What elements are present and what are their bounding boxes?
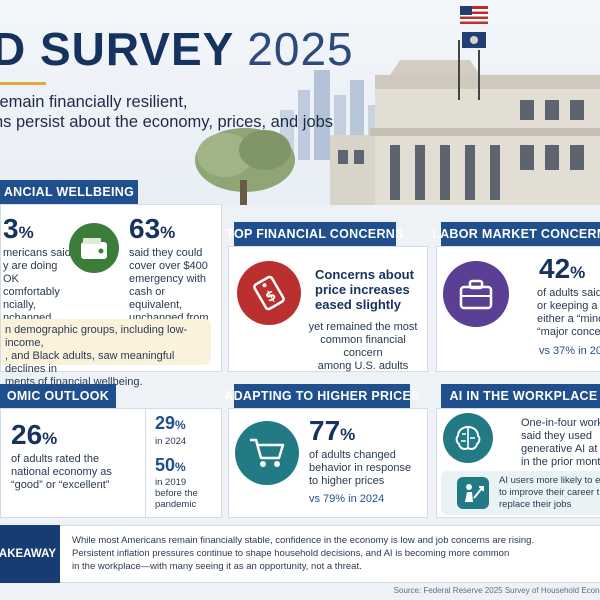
concerns-body: yet remained the most common financial c…: [308, 321, 418, 372]
tree-illustration: [195, 128, 295, 205]
ai-note: AI users more likely to e to improve the…: [441, 471, 600, 515]
source-citation: Source: Federal Reserve 2025 Survey of H…: [393, 586, 600, 595]
title-underline: [0, 82, 46, 85]
outlook-2024-value: 29%: [155, 413, 186, 433]
outlook-value: 26%: [11, 419, 58, 450]
section-heading-labor: LABOR MARKET CONCERNS: [432, 222, 600, 246]
outlook-2024-label: in 2024: [155, 436, 187, 447]
us-flag-icon: [460, 6, 488, 24]
section-heading-concerns: TOP FINANCIAL CONCERNS: [226, 222, 403, 246]
ai-note-text: AI users more likely to e to improve the…: [499, 475, 600, 510]
concerns-headline: Concerns about price increases eased sli…: [315, 267, 414, 312]
outlook-2019-value: 50%: [155, 455, 186, 475]
ai-desc: One-in-four work said they used generati…: [521, 417, 600, 468]
labor-comparison: vs 37% in 20: [539, 345, 600, 357]
demographic-note: n demographic groups, including low-inco…: [1, 319, 211, 388]
section-heading-prices: ADAPTING TO HIGHER PRICES: [224, 384, 419, 408]
labor-value: 42%: [539, 253, 586, 284]
outlook-divider: [145, 409, 146, 517]
wallet-icon: [69, 223, 119, 273]
card-financial-wellbeing: 3% mericans said y are doing OK comforta…: [0, 204, 222, 388]
card-adapting-prices: 77% of adults changed behavior in respon…: [228, 408, 428, 518]
card-top-concerns: $ Concerns about price increases eased s…: [228, 246, 428, 372]
prices-value: 77%: [309, 415, 356, 446]
section-heading-outlook: OMIC OUTLOOK: [0, 384, 116, 408]
svg-text:$: $: [263, 287, 279, 306]
hero-header: D SURVEY 2025 remain financially resilie…: [0, 0, 600, 205]
brain-icon: [443, 413, 493, 463]
page-title: D SURVEY 2025: [0, 23, 354, 75]
outlook-2019-label: in 2019 before the pandemic: [155, 477, 198, 510]
takeaway-label: AKEAWAY: [0, 525, 60, 583]
section-heading-wellbeing: ANCIAL WELLBEING: [0, 180, 138, 204]
briefcase-icon: [443, 261, 509, 327]
card-economic-outlook: 26% of adults rated the national economy…: [0, 408, 222, 518]
takeaway-bar: While most Americans remain financially …: [0, 525, 600, 583]
page-subtitle: remain financially resilient, ns persist…: [0, 93, 334, 131]
price-tag-icon: $: [237, 261, 301, 325]
takeaway-text: While most Americans remain financially …: [72, 535, 535, 572]
outlook-desc: of adults rated the national economy as …: [11, 453, 112, 491]
card-ai-workplace: One-in-four work said they used generati…: [436, 408, 600, 518]
fed-flag-icon: [462, 32, 486, 48]
prices-desc: of adults changed behavior in response t…: [309, 449, 412, 487]
prices-comparison: vs 79% in 2024: [309, 493, 385, 505]
growth-person-icon: [457, 477, 489, 509]
stat-wellbeing-value: 3%: [3, 213, 34, 244]
section-heading-ai: AI IN THE WORKPLACE: [441, 384, 600, 408]
federal-reserve-building-illustration: [330, 40, 600, 205]
shopping-cart-icon: [235, 421, 299, 485]
card-labor-market: 42% of adults said or keeping a either a…: [436, 246, 600, 372]
stat-emergency-value: 63%: [129, 213, 176, 244]
labor-desc: of adults said or keeping a either a “mi…: [537, 287, 600, 338]
